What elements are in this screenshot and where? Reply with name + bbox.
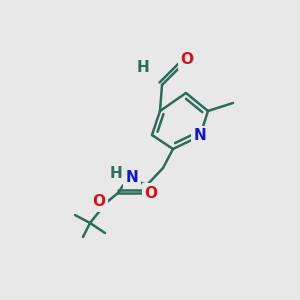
Text: O: O [145,185,158,200]
Text: O: O [181,52,194,68]
Text: O: O [92,194,106,209]
Text: H: H [136,59,149,74]
Text: N: N [126,170,138,185]
Text: H: H [110,167,122,182]
Text: N: N [194,128,206,143]
